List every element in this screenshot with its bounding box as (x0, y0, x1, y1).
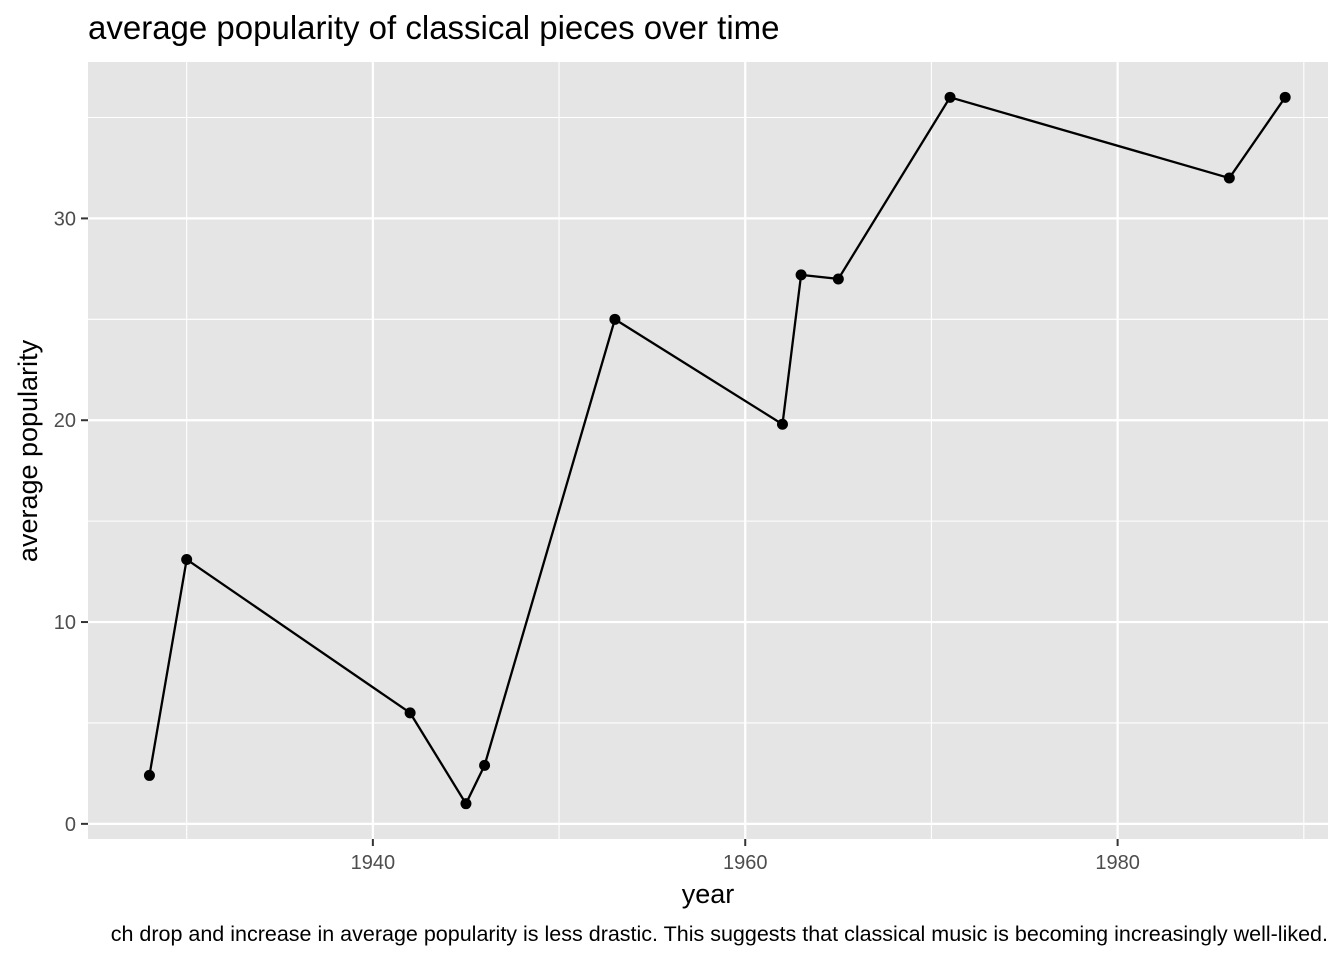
data-point-10 (1223, 172, 1235, 184)
x-tick-label: 1960 (723, 852, 768, 874)
data-point-11 (1279, 91, 1291, 103)
y-axis-ticks: 0 10 20 30 (54, 208, 88, 836)
x-tick-label: 1940 (351, 852, 396, 874)
y-axis-title: average popularity (13, 339, 43, 562)
data-point-0 (143, 769, 155, 781)
data-point-3 (460, 798, 472, 810)
data-point-4 (479, 759, 491, 771)
x-axis-ticks: 1940 1960 1980 (351, 839, 1140, 874)
data-point-9 (944, 91, 956, 103)
data-points (143, 91, 1291, 810)
data-point-7 (795, 269, 807, 281)
chart-title: average popularity of classical pieces o… (88, 9, 780, 46)
grid-minor (88, 62, 1328, 839)
y-tick-label: 30 (54, 208, 76, 230)
grid-major (88, 62, 1328, 839)
x-tick-label: 1980 (1095, 852, 1140, 874)
series-line (148, 95, 1287, 807)
data-point-1 (181, 553, 193, 565)
plot-panel (88, 62, 1328, 839)
data-point-5 (609, 313, 621, 325)
data-point-2 (404, 707, 416, 719)
data-point-6 (776, 418, 788, 430)
y-tick-label: 0 (65, 814, 76, 836)
chart-caption: ch drop and increase in average populari… (111, 922, 1328, 946)
data-point-8 (832, 273, 844, 285)
y-tick-label: 10 (54, 612, 76, 634)
x-axis-title: year (682, 879, 735, 909)
y-tick-label: 20 (54, 410, 76, 432)
